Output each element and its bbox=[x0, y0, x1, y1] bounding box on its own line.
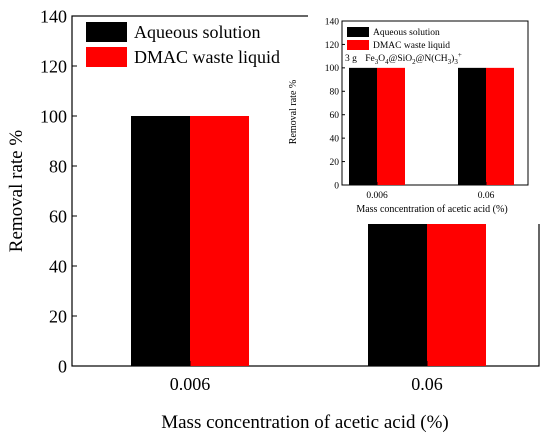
inset-x-ticks: 0.006 0.06 bbox=[366, 182, 495, 201]
main-y-axis-label: Removal rate % bbox=[6, 130, 27, 253]
inset-bar-1-0 bbox=[458, 67, 486, 185]
main-x-tick-label-0: 0.006 bbox=[170, 374, 211, 394]
inset-formula-part: Fe bbox=[365, 54, 375, 64]
inset-y-axis-label: Removal rate % bbox=[288, 80, 299, 144]
inset-legend: Aqueous solution DMAC waste liquid bbox=[347, 27, 450, 51]
main-x-axis-label: Mass concentration of acetic acid (%) bbox=[161, 412, 449, 433]
inset-y-tick-label-6: 120 bbox=[325, 41, 340, 51]
inset-y-tick-label-0: 0 bbox=[334, 181, 339, 191]
inset-formula-part: 4 bbox=[385, 58, 389, 66]
main-legend-swatch-dmac bbox=[86, 47, 127, 67]
main-bar-1-0 bbox=[368, 216, 427, 366]
inset-y-tick-label-7: 140 bbox=[325, 17, 340, 27]
main-y-tick-label-7: 140 bbox=[40, 6, 67, 26]
main-x-tick-label-1: 0.06 bbox=[411, 374, 443, 394]
inset-bars bbox=[349, 67, 514, 185]
inset-plot: 0 20 40 60 80 100 120 140 0.006 0.06 Removal rat… bbox=[288, 14, 540, 224]
main-bar-1-1 bbox=[427, 218, 486, 366]
inset-bar-0-1 bbox=[377, 67, 405, 185]
inset-bar-0-0 bbox=[349, 67, 377, 185]
main-y-tick-label-5: 100 bbox=[40, 106, 67, 126]
main-bars bbox=[131, 116, 486, 366]
inset-legend-label-dmac: DMAC waste liquid bbox=[373, 41, 450, 51]
main-y-tick-label-2: 40 bbox=[49, 256, 67, 276]
inset-y-tick-label-5: 100 bbox=[325, 64, 340, 74]
main-y-tick-label-4: 80 bbox=[49, 156, 67, 176]
main-bar-0-1 bbox=[190, 116, 249, 366]
inset-bar-1-1 bbox=[486, 67, 514, 185]
inset-x-tick-label-0: 0.006 bbox=[366, 191, 388, 201]
inset-annotation-prefix: 3 g bbox=[345, 54, 357, 64]
main-legend-label-dmac: DMAC waste liquid bbox=[134, 47, 280, 67]
inset-formula-part: @SiO bbox=[389, 54, 413, 64]
inset-formula-part: @N(CH bbox=[416, 53, 448, 64]
inset-formula-part: 2 bbox=[412, 58, 416, 66]
inset-y-tick-label-3: 60 bbox=[330, 111, 340, 121]
inset-legend-swatch-dmac bbox=[347, 40, 369, 50]
inset-legend-label-aqueous: Aqueous solution bbox=[373, 28, 440, 38]
inset-formula-part: 3 bbox=[454, 58, 458, 66]
main-x-ticks: 0.006 0.06 bbox=[170, 361, 443, 394]
inset-legend-swatch-aqueous bbox=[347, 27, 369, 37]
inset-y-tick-label-1: 20 bbox=[330, 158, 340, 168]
inset-formula-part: 3 bbox=[448, 58, 452, 66]
main-y-tick-label-0: 0 bbox=[58, 356, 67, 376]
inset-formula-part: + bbox=[458, 51, 462, 59]
inset-plot-frame bbox=[341, 20, 529, 186]
main-legend-label-aqueous: Aqueous solution bbox=[134, 22, 261, 42]
main-bar-0-0 bbox=[131, 116, 190, 366]
inset-y-ticks: 0 20 40 60 80 100 120 140 bbox=[325, 17, 345, 191]
main-y-tick-label-1: 20 bbox=[49, 306, 67, 326]
main-y-tick-label-3: 60 bbox=[49, 206, 67, 226]
main-y-ticks: 0 20 40 60 80 100 120 140 bbox=[40, 6, 77, 376]
main-legend-swatch-aqueous bbox=[86, 22, 127, 42]
inset-formula-part: ) bbox=[451, 53, 454, 64]
inset-annotation-formula: Fe3O4@SiO2@N(CH3)3+ bbox=[365, 51, 462, 66]
inset-x-axis-label: Mass concentration of acetic acid (%) bbox=[356, 204, 507, 215]
inset-y-tick-label-2: 40 bbox=[330, 134, 340, 144]
inset-formula-part: 3 bbox=[375, 58, 379, 66]
main-y-tick-label-6: 120 bbox=[40, 56, 67, 76]
inset-formula-part: O bbox=[378, 54, 385, 64]
inset-annotation: 3 g Fe3O4@SiO2@N(CH3)3+ bbox=[345, 51, 462, 66]
inset-y-tick-label-4: 80 bbox=[330, 88, 340, 98]
inset-x-tick-label-1: 0.06 bbox=[478, 191, 495, 201]
main-legend: Aqueous solution DMAC waste liquid bbox=[86, 22, 280, 67]
